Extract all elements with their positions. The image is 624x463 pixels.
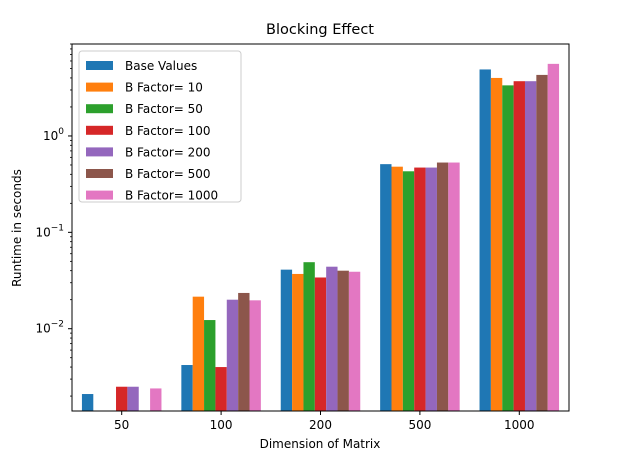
y-tick-label-2: 100 (43, 127, 64, 143)
y-tick-label-1: 10−1 (35, 223, 64, 239)
bar-500-series-3 (414, 167, 426, 411)
x-tick-label-100: 100 (210, 418, 233, 432)
legend-label-2: B Factor= 50 (125, 102, 203, 116)
bars-layer (81, 63, 560, 412)
legend-label-0: Base Values (125, 59, 197, 73)
x-tick-label-200: 200 (309, 418, 332, 432)
bar-50-series-4 (127, 386, 139, 411)
bar-1000-series-1 (490, 77, 503, 411)
legend-swatch-3 (86, 125, 113, 135)
bar-1000-series-5 (536, 74, 548, 411)
legend-label-5: B Factor= 500 (125, 167, 211, 181)
bar-100-series-0 (181, 365, 193, 411)
bar-50-series-0 (81, 394, 94, 411)
bar-500-series-1 (391, 166, 403, 411)
bar-100-series-1 (192, 296, 205, 411)
bar-100-series-4 (226, 299, 239, 411)
bar-100-series-6 (249, 300, 261, 411)
y-tick-label-0: 10−2 (35, 320, 64, 336)
bar-200-series-3 (314, 277, 327, 411)
bar-500-series-0 (380, 164, 392, 411)
bar-100-series-5 (238, 292, 250, 411)
legend-frame (78, 50, 242, 203)
chart-title: Blocking Effect (266, 22, 374, 38)
bar-50-series-3 (116, 386, 128, 411)
bar-500-series-4 (425, 167, 437, 411)
legend-label-1: B Factor= 10 (125, 81, 203, 95)
bar-200-series-1 (292, 273, 304, 411)
bar-500-series-6 (448, 162, 460, 411)
y-axis-label: Runtime in seconds (10, 169, 24, 287)
x-axis: 50 100 200 500 1000 (114, 411, 535, 432)
legend-label-4: B Factor= 200 (125, 145, 211, 159)
legend-label-6: B Factor= 1000 (125, 189, 218, 203)
bar-200-series-4 (326, 266, 338, 411)
y-axis: 10−2 10−1 100 (35, 43, 72, 397)
bar-200-series-2 (303, 262, 315, 411)
bar-1000-series-3 (513, 81, 525, 411)
x-tick-label-500: 500 (408, 418, 431, 432)
legend-swatch-1 (86, 82, 113, 92)
bar-100-series-3 (215, 367, 227, 411)
legend-label-3: B Factor= 100 (125, 124, 211, 138)
bar-100-series-2 (204, 320, 216, 411)
legend-swatch-5 (86, 169, 113, 178)
x-tick-label-1000: 1000 (504, 418, 535, 432)
x-tick-label-50: 50 (114, 418, 129, 432)
legend: Base Values B Factor= 10 B Factor= 50 B Fac… (78, 50, 242, 203)
bar-1000-series-4 (524, 81, 537, 411)
legend-swatch-6 (86, 190, 113, 200)
legend-swatch-4 (86, 147, 113, 157)
bar-1000-series-2 (502, 85, 514, 412)
bar-500-series-2 (402, 171, 415, 411)
bar-1000-series-6 (547, 63, 560, 412)
x-axis-label: Dimension of Matrix (260, 437, 381, 451)
bar-500-series-5 (436, 162, 449, 411)
bar-200-series-5 (337, 270, 349, 411)
legend-swatch-0 (86, 61, 113, 70)
legend-swatch-2 (86, 104, 113, 114)
bar-1000-series-0 (479, 69, 491, 411)
bar-200-series-0 (280, 269, 293, 411)
bar-200-series-6 (348, 271, 361, 411)
bar-50-series-6 (150, 388, 162, 411)
